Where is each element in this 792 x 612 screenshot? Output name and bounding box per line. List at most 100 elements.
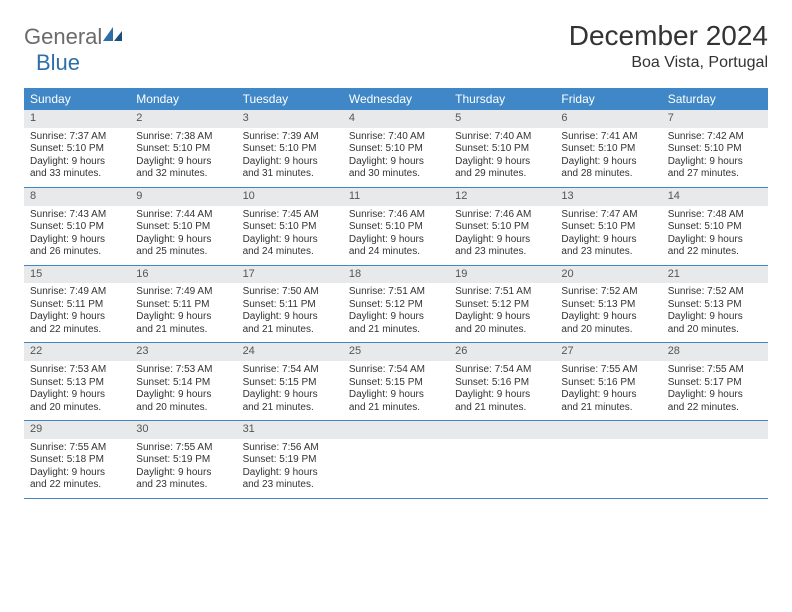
day-number: 9 [130,188,236,206]
sunrise-text: Sunrise: 7:49 AM [136,286,230,299]
day-header-tuesday: Tuesday [237,88,343,110]
sunrise-text: Sunrise: 7:55 AM [30,442,124,455]
day-cell: 16Sunrise: 7:49 AMSunset: 5:11 PMDayligh… [130,265,236,343]
day-cell: 22Sunrise: 7:53 AMSunset: 5:13 PMDayligh… [24,343,130,421]
day-number: 15 [24,266,130,284]
day-cell: 26Sunrise: 7:54 AMSunset: 5:16 PMDayligh… [449,343,555,421]
day-number: 5 [449,110,555,128]
day-number: 12 [449,188,555,206]
sunset-text: Sunset: 5:10 PM [668,143,762,156]
daylight-text: Daylight: 9 hours and 26 minutes. [30,234,124,259]
sunrise-text: Sunrise: 7:54 AM [349,364,443,377]
day-number [662,421,768,439]
day-cell: 9Sunrise: 7:44 AMSunset: 5:10 PMDaylight… [130,187,236,265]
daylight-text: Daylight: 9 hours and 31 minutes. [243,156,337,181]
sunset-text: Sunset: 5:19 PM [136,454,230,467]
sunset-text: Sunset: 5:13 PM [668,299,762,312]
day-header-friday: Friday [555,88,661,110]
day-body: Sunrise: 7:43 AMSunset: 5:10 PMDaylight:… [24,206,130,265]
sunset-text: Sunset: 5:10 PM [455,143,549,156]
day-number: 14 [662,188,768,206]
day-body: Sunrise: 7:49 AMSunset: 5:11 PMDaylight:… [24,283,130,342]
sunset-text: Sunset: 5:11 PM [136,299,230,312]
day-number: 22 [24,343,130,361]
day-body: Sunrise: 7:53 AMSunset: 5:13 PMDaylight:… [24,361,130,420]
day-number: 11 [343,188,449,206]
day-cell: 17Sunrise: 7:50 AMSunset: 5:11 PMDayligh… [237,265,343,343]
day-cell: 10Sunrise: 7:45 AMSunset: 5:10 PMDayligh… [237,187,343,265]
sunrise-text: Sunrise: 7:41 AM [561,131,655,144]
day-number: 29 [24,421,130,439]
sunrise-text: Sunrise: 7:37 AM [30,131,124,144]
daylight-text: Daylight: 9 hours and 23 minutes. [561,234,655,259]
day-cell: 30Sunrise: 7:55 AMSunset: 5:19 PMDayligh… [130,421,236,499]
day-body: Sunrise: 7:38 AMSunset: 5:10 PMDaylight:… [130,128,236,187]
day-body [662,439,768,479]
day-body: Sunrise: 7:54 AMSunset: 5:15 PMDaylight:… [237,361,343,420]
day-cell: 3Sunrise: 7:39 AMSunset: 5:10 PMDaylight… [237,110,343,187]
day-cell: 27Sunrise: 7:55 AMSunset: 5:16 PMDayligh… [555,343,661,421]
day-cell: 20Sunrise: 7:52 AMSunset: 5:13 PMDayligh… [555,265,661,343]
day-number: 20 [555,266,661,284]
sunrise-text: Sunrise: 7:56 AM [243,442,337,455]
sunset-text: Sunset: 5:18 PM [30,454,124,467]
title-block: December 2024 Boa Vista, Portugal [569,20,768,72]
week-row: 1Sunrise: 7:37 AMSunset: 5:10 PMDaylight… [24,110,768,187]
sunrise-text: Sunrise: 7:48 AM [668,209,762,222]
day-body: Sunrise: 7:37 AMSunset: 5:10 PMDaylight:… [24,128,130,187]
sunset-text: Sunset: 5:17 PM [668,377,762,390]
daylight-text: Daylight: 9 hours and 22 minutes. [30,467,124,492]
day-number: 27 [555,343,661,361]
day-body: Sunrise: 7:54 AMSunset: 5:16 PMDaylight:… [449,361,555,420]
day-cell: 1Sunrise: 7:37 AMSunset: 5:10 PMDaylight… [24,110,130,187]
sunset-text: Sunset: 5:10 PM [349,143,443,156]
sunrise-text: Sunrise: 7:55 AM [561,364,655,377]
daylight-text: Daylight: 9 hours and 28 minutes. [561,156,655,181]
sunrise-text: Sunrise: 7:43 AM [30,209,124,222]
day-body: Sunrise: 7:39 AMSunset: 5:10 PMDaylight:… [237,128,343,187]
sunset-text: Sunset: 5:10 PM [243,221,337,234]
daylight-text: Daylight: 9 hours and 20 minutes. [668,311,762,336]
daylight-text: Daylight: 9 hours and 21 minutes. [243,389,337,414]
day-number: 25 [343,343,449,361]
day-body: Sunrise: 7:49 AMSunset: 5:11 PMDaylight:… [130,283,236,342]
logo: General Blue [24,20,124,76]
sunrise-text: Sunrise: 7:49 AM [30,286,124,299]
day-number: 8 [24,188,130,206]
day-body: Sunrise: 7:56 AMSunset: 5:19 PMDaylight:… [237,439,343,498]
daylight-text: Daylight: 9 hours and 21 minutes. [349,389,443,414]
day-header-wednesday: Wednesday [343,88,449,110]
day-cell: 4Sunrise: 7:40 AMSunset: 5:10 PMDaylight… [343,110,449,187]
sunrise-text: Sunrise: 7:46 AM [455,209,549,222]
day-cell: 5Sunrise: 7:40 AMSunset: 5:10 PMDaylight… [449,110,555,187]
sunrise-text: Sunrise: 7:52 AM [561,286,655,299]
daylight-text: Daylight: 9 hours and 23 minutes. [243,467,337,492]
day-number [449,421,555,439]
day-cell [343,421,449,499]
sunrise-text: Sunrise: 7:55 AM [668,364,762,377]
day-number: 13 [555,188,661,206]
week-row: 15Sunrise: 7:49 AMSunset: 5:11 PMDayligh… [24,265,768,343]
day-cell: 12Sunrise: 7:46 AMSunset: 5:10 PMDayligh… [449,187,555,265]
sunrise-text: Sunrise: 7:55 AM [136,442,230,455]
day-cell: 14Sunrise: 7:48 AMSunset: 5:10 PMDayligh… [662,187,768,265]
sunset-text: Sunset: 5:10 PM [455,221,549,234]
sunrise-text: Sunrise: 7:38 AM [136,131,230,144]
page-header: General Blue December 2024 Boa Vista, Po… [24,20,768,76]
sunrise-text: Sunrise: 7:53 AM [136,364,230,377]
day-cell: 23Sunrise: 7:53 AMSunset: 5:14 PMDayligh… [130,343,236,421]
day-number: 26 [449,343,555,361]
sunset-text: Sunset: 5:15 PM [349,377,443,390]
sunset-text: Sunset: 5:16 PM [455,377,549,390]
day-body: Sunrise: 7:45 AMSunset: 5:10 PMDaylight:… [237,206,343,265]
daylight-text: Daylight: 9 hours and 24 minutes. [243,234,337,259]
sunset-text: Sunset: 5:14 PM [136,377,230,390]
day-body: Sunrise: 7:55 AMSunset: 5:18 PMDaylight:… [24,439,130,498]
sunrise-text: Sunrise: 7:40 AM [349,131,443,144]
day-body: Sunrise: 7:51 AMSunset: 5:12 PMDaylight:… [449,283,555,342]
day-body: Sunrise: 7:42 AMSunset: 5:10 PMDaylight:… [662,128,768,187]
day-cell [449,421,555,499]
daylight-text: Daylight: 9 hours and 21 minutes. [561,389,655,414]
day-body: Sunrise: 7:47 AMSunset: 5:10 PMDaylight:… [555,206,661,265]
day-body: Sunrise: 7:54 AMSunset: 5:15 PMDaylight:… [343,361,449,420]
